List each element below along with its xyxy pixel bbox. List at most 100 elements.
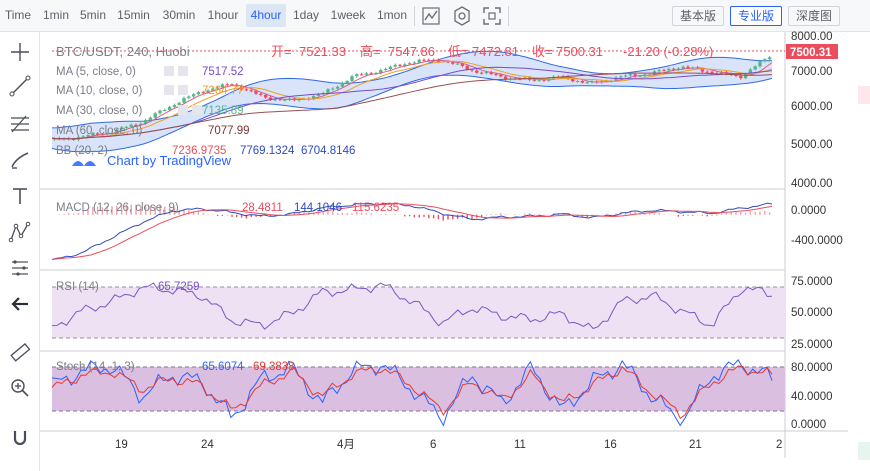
high-label: 高= <box>360 44 381 59</box>
macd-hist-value: 28.4811 <box>242 202 283 214</box>
candle-body <box>710 71 714 74</box>
back-arrow-icon[interactable] <box>8 292 32 316</box>
candle-body <box>249 90 253 92</box>
candle-body <box>225 84 229 86</box>
macd-pane <box>51 202 773 260</box>
timeframe-1hour[interactable]: 1hour <box>207 8 239 22</box>
bollinger-lower-line <box>51 74 773 153</box>
candle-body <box>455 63 460 65</box>
candle-body <box>571 78 575 82</box>
text-tool-icon[interactable] <box>8 184 32 208</box>
candle-body <box>393 64 397 67</box>
gear-icon[interactable] <box>178 66 188 76</box>
candle-body <box>451 61 455 64</box>
stoch-k-value: 65.6074 <box>202 361 244 373</box>
ruler-icon[interactable] <box>8 340 32 364</box>
time-axis[interactable]: 19 24 4月 6 11 16 21 2 <box>115 439 782 451</box>
macd-signal-value: 115.6235 <box>352 202 399 214</box>
candle-body <box>580 80 585 83</box>
zoom-in-icon[interactable] <box>8 376 32 400</box>
timeframe-1day[interactable]: 1day <box>292 8 320 22</box>
brush-icon[interactable] <box>8 148 32 172</box>
candle-body <box>743 73 748 79</box>
change-value: -21.20 (-0.28%) <box>623 44 713 59</box>
close-label: 收= <box>532 44 553 59</box>
eye-icon[interactable] <box>164 85 174 95</box>
candle-body <box>681 66 685 69</box>
gear-icon[interactable] <box>192 105 202 115</box>
basic-version-button[interactable]: 基本版 <box>672 6 724 26</box>
candle-body <box>407 63 412 65</box>
candle-body <box>379 69 383 74</box>
chart-area[interactable]: BTC/USDT, 240, Huobi 开= 7521.33 高= 7547.… <box>0 0 848 471</box>
candle-body <box>369 73 373 75</box>
line-chart-icon[interactable] <box>420 5 442 27</box>
depth-chart-button[interactable]: 深度图 <box>788 6 840 26</box>
open-label: 开= <box>271 44 292 59</box>
close-value: 7500.31 <box>556 44 603 59</box>
pro-version-button[interactable]: 专业版 <box>730 6 782 26</box>
timeframe-time[interactable]: Time <box>4 8 32 22</box>
magnet-icon[interactable] <box>8 425 32 449</box>
candle-body <box>628 74 633 76</box>
forecast-icon[interactable] <box>8 256 32 280</box>
legend-action-icons[interactable] <box>164 66 202 115</box>
pattern-icon[interactable] <box>8 220 32 244</box>
stoch-pane <box>51 359 773 427</box>
ma30-label: MA (30, close, 0) <box>56 105 142 117</box>
ma10-label: MA (10, close, 0) <box>56 85 142 97</box>
stoch-band <box>52 367 785 411</box>
candle-body <box>201 92 205 94</box>
timeframe-4hour[interactable]: 4hour <box>246 4 286 27</box>
crosshair-icon[interactable] <box>8 40 32 64</box>
candle-body <box>91 133 95 136</box>
timeframe-1mon[interactable]: 1mon <box>376 8 408 22</box>
bb-upper-value: 7769.1324 <box>240 145 295 157</box>
gear-icon[interactable] <box>178 85 188 95</box>
candle-body <box>86 135 90 137</box>
axis-label: 40.0000 <box>791 391 833 403</box>
candle-body <box>667 68 671 71</box>
candle-body <box>422 59 426 61</box>
candle-body <box>719 72 724 74</box>
candle-body <box>758 61 762 67</box>
candle-body <box>316 94 321 96</box>
timeframe-1week[interactable]: 1week <box>330 8 366 22</box>
time-label: 2 <box>776 439 782 451</box>
timeframe-5min[interactable]: 5min <box>79 8 106 22</box>
candle-body <box>705 71 709 73</box>
high-value: 7547.86 <box>388 44 435 59</box>
candle-body <box>734 74 738 76</box>
axis-label: 6000.00 <box>791 101 833 113</box>
candle-body <box>614 77 618 81</box>
eye-icon[interactable] <box>178 105 188 115</box>
price-axis[interactable]: 8000.00 7000.00 6000.00 5000.00 4000.00 … <box>791 31 843 431</box>
axis-label: 25.0000 <box>791 339 833 351</box>
timeframe-30min[interactable]: 30min <box>162 8 196 22</box>
sell-indicator <box>858 86 870 104</box>
rsi-line <box>51 282 773 330</box>
candle-body <box>676 68 681 70</box>
timeframe-1min[interactable]: 1min <box>42 8 69 22</box>
settings-icon[interactable] <box>451 5 473 27</box>
candle-body <box>148 117 153 120</box>
candle-body <box>345 81 349 84</box>
trend-line-icon[interactable] <box>8 74 32 98</box>
low-label: 低= <box>448 44 469 59</box>
macd-value: 144.1046 <box>294 202 342 214</box>
fib-retracement-icon[interactable] <box>8 112 32 136</box>
candle-body <box>499 74 503 77</box>
timeframe-15min[interactable]: 15min <box>117 8 150 22</box>
stoch-label: Stoch (14, 1, 3) <box>56 361 135 373</box>
candle-body <box>484 71 489 74</box>
eye-icon[interactable] <box>164 66 174 76</box>
toolbar-separator <box>414 6 415 26</box>
fullscreen-icon[interactable] <box>481 5 503 27</box>
ma10-value: 7264.77 <box>202 85 244 97</box>
candle-body <box>460 63 465 66</box>
candle-body <box>753 66 757 70</box>
tradingview-watermark[interactable]: Chart by TradingView <box>72 153 232 168</box>
candle-body <box>470 69 474 71</box>
tradingview-credit[interactable]: Chart by TradingView <box>107 153 232 168</box>
candle-body <box>671 68 676 70</box>
